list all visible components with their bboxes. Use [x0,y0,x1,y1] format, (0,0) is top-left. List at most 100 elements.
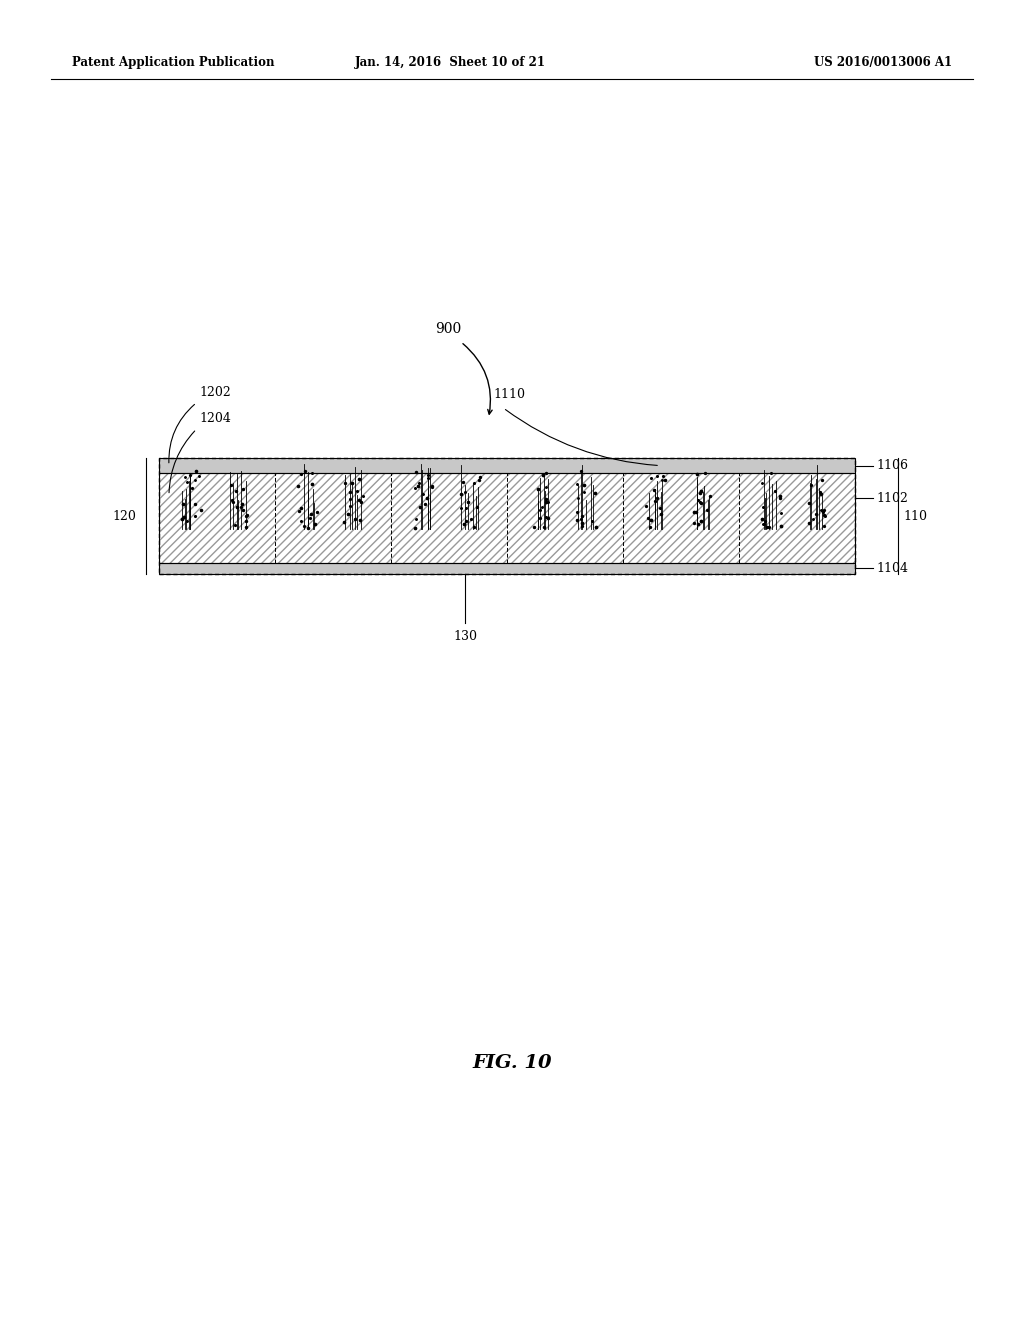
Point [239,516,255,537]
Point [772,516,788,537]
Text: 110: 110 [903,510,927,523]
Point [186,506,203,527]
Text: Patent Application Publication: Patent Application Publication [72,55,274,69]
Point [653,470,670,491]
Point [453,483,469,504]
Point [656,470,673,491]
Point [569,487,586,508]
Point [538,477,554,498]
Point [290,475,306,496]
Point [536,516,552,537]
Point [408,508,424,529]
Point [190,466,207,487]
Point [652,498,669,519]
Text: FIG. 10: FIG. 10 [472,1053,552,1072]
FancyArrowPatch shape [506,409,657,466]
Point [813,499,829,520]
Point [302,507,318,528]
Bar [159,458,855,574]
Text: 900: 900 [435,322,462,335]
Bar [159,458,855,473]
Point [463,508,479,529]
Point [696,462,713,483]
Bar [159,473,855,562]
Point [568,502,585,523]
Point [754,508,770,529]
Point [812,482,828,503]
Text: Jan. 14, 2016  Sheet 10 of 21: Jan. 14, 2016 Sheet 10 of 21 [355,55,546,69]
Point [188,461,205,482]
Point [538,507,554,528]
Point [407,477,423,498]
Point [471,470,487,491]
Point [342,488,358,510]
Point [654,466,671,487]
Point [691,492,708,513]
Point [186,469,203,490]
Point [304,463,321,484]
Point [303,503,319,524]
Point [691,482,708,503]
Point [588,516,604,537]
Point [814,502,830,523]
Point [754,473,770,494]
Point [568,474,585,495]
Point [702,486,719,507]
Point [415,483,431,504]
Point [690,490,707,511]
Point [424,475,440,496]
Point [410,475,426,496]
Point [344,473,360,494]
Text: 130: 130 [453,630,477,643]
Point [466,516,482,537]
Point [573,506,590,527]
Point [352,510,369,531]
Text: 1110: 1110 [493,388,525,401]
Point [569,510,586,531]
Point [648,487,665,508]
Point [176,507,193,528]
Point [412,496,428,517]
Point [229,496,246,517]
Point [640,507,656,528]
Point [812,484,828,506]
Point [532,499,549,520]
Point [801,512,817,533]
Point [572,459,589,480]
Point [646,491,663,512]
Point [239,504,255,525]
Point [337,473,353,494]
Point [816,516,833,537]
Point [759,516,775,537]
Point [297,459,313,480]
Point [686,512,702,533]
Text: US 2016/0013006 A1: US 2016/0013006 A1 [814,55,952,69]
Point [453,498,469,519]
Point [638,495,654,516]
Point [816,499,833,520]
Point [225,491,242,512]
Point [455,471,471,492]
Point [471,466,487,487]
Point [232,496,249,517]
Point [351,469,368,490]
Point [540,508,556,529]
Point [813,470,829,491]
Point [692,510,709,531]
Point [227,515,244,536]
Point [424,477,440,498]
Text: 1202: 1202 [200,385,231,399]
Text: 120: 120 [113,510,136,523]
Point [179,511,196,532]
Point [291,500,307,521]
Point [183,478,200,499]
Point [293,511,309,532]
Point [238,506,254,527]
Point [407,517,423,539]
Bar [159,473,855,562]
Point [354,486,371,507]
Point [420,463,436,484]
Point [300,517,316,539]
Point [808,504,824,525]
Point [293,463,309,484]
